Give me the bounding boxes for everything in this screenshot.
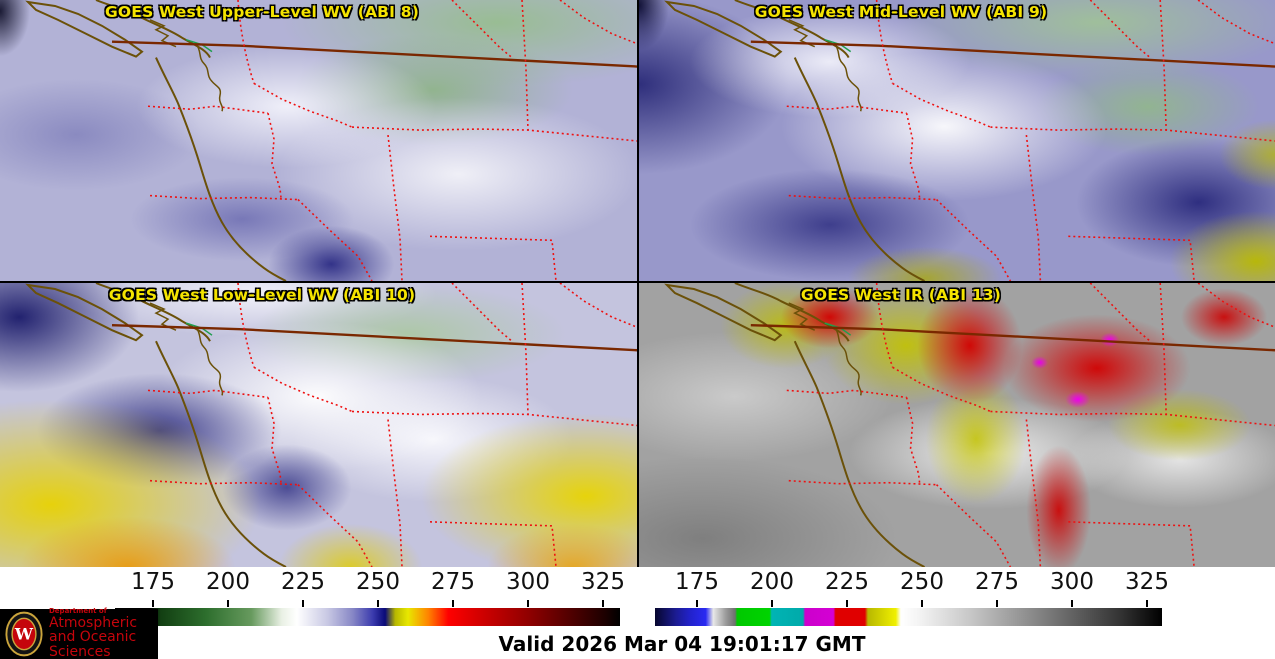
ir-tick-label: 175 [675,569,719,595]
uw-crest-icon: W [5,611,43,657]
tick-mark [152,600,154,607]
wv-tick-label: 175 [131,569,175,595]
satellite-imagery-abi13 [639,283,1275,567]
ir-tick-label: 250 [900,569,944,595]
wv-tick-label: 200 [206,569,250,595]
panel-title-abi13: GOES West IR (ABI 13) [800,286,1002,304]
panel-title-abi8: GOES West Upper-Level WV (ABI 8) [104,3,420,21]
tick-mark [846,600,848,607]
ir-tick-label: 275 [975,569,1019,595]
map-overlay [665,0,1275,281]
satellite-imagery-abi9 [639,0,1275,281]
map-overlay [26,0,637,281]
tick-mark [771,600,773,607]
logo-dept-line: Department of [49,607,107,616]
tick-mark [921,600,923,607]
ir-tick-label: 300 [1050,569,1094,595]
tick-mark [1146,600,1148,607]
tick-mark [302,600,304,607]
tick-mark [696,600,698,607]
panel-title-abi10: GOES West Low-Level WV (ABI 10) [108,286,416,304]
panel-title-abi9: GOES West Mid-Level WV (ABI 9) [754,3,1048,21]
tick-mark [1071,600,1073,607]
ir-tick-label: 325 [1125,569,1169,595]
ir-tick-label: 200 [750,569,794,595]
wv-colorbar-gradient [115,608,620,626]
map-overlay [26,283,637,567]
logo-line-2: and Oceanic Sciences [49,629,137,659]
wv-tick-label: 275 [431,569,475,595]
ir-colorbar-gradient [655,608,1162,626]
wv-tick-label: 250 [356,569,400,595]
logo-line-1: Atmospheric [49,614,138,631]
tick-mark [996,600,998,607]
tick-mark [602,600,604,607]
wv-tick-label: 225 [281,569,325,595]
footer: 175 200 225 250 275 300 325 175 200 225 … [0,567,1275,659]
panel-low-level-wv: GOES West Low-Level WV (ABI 10) [0,283,637,567]
wv-tick-label: 325 [581,569,625,595]
panel-mid-level-wv: GOES West Mid-Level WV (ABI 9) [639,0,1275,281]
panel-ir: GOES West IR (ABI 13) [639,283,1275,567]
tick-mark [377,600,379,607]
tick-mark [227,600,229,607]
satellite-imagery-abi10 [0,283,637,567]
map-overlay [665,283,1275,567]
tick-mark [527,600,529,607]
logo-text: Department of Atmospheric and Oceanic Sc… [49,607,158,659]
valid-timestamp: Valid 2026 Mar 04 19:01:17 GMT [498,632,866,656]
satellite-imagery-abi8 [0,0,637,281]
ir-tick-label: 225 [825,569,869,595]
uw-aos-logo[interactable]: W Department of Atmospheric and Oceanic … [0,607,158,659]
tick-mark [452,600,454,607]
svg-text:W: W [14,625,34,644]
panel-upper-level-wv: GOES West Upper-Level WV (ABI 8) [0,0,637,281]
wv-tick-label: 300 [506,569,550,595]
panel-area: GOES West Upper-Level WV (ABI 8) GOES We… [0,0,1275,567]
